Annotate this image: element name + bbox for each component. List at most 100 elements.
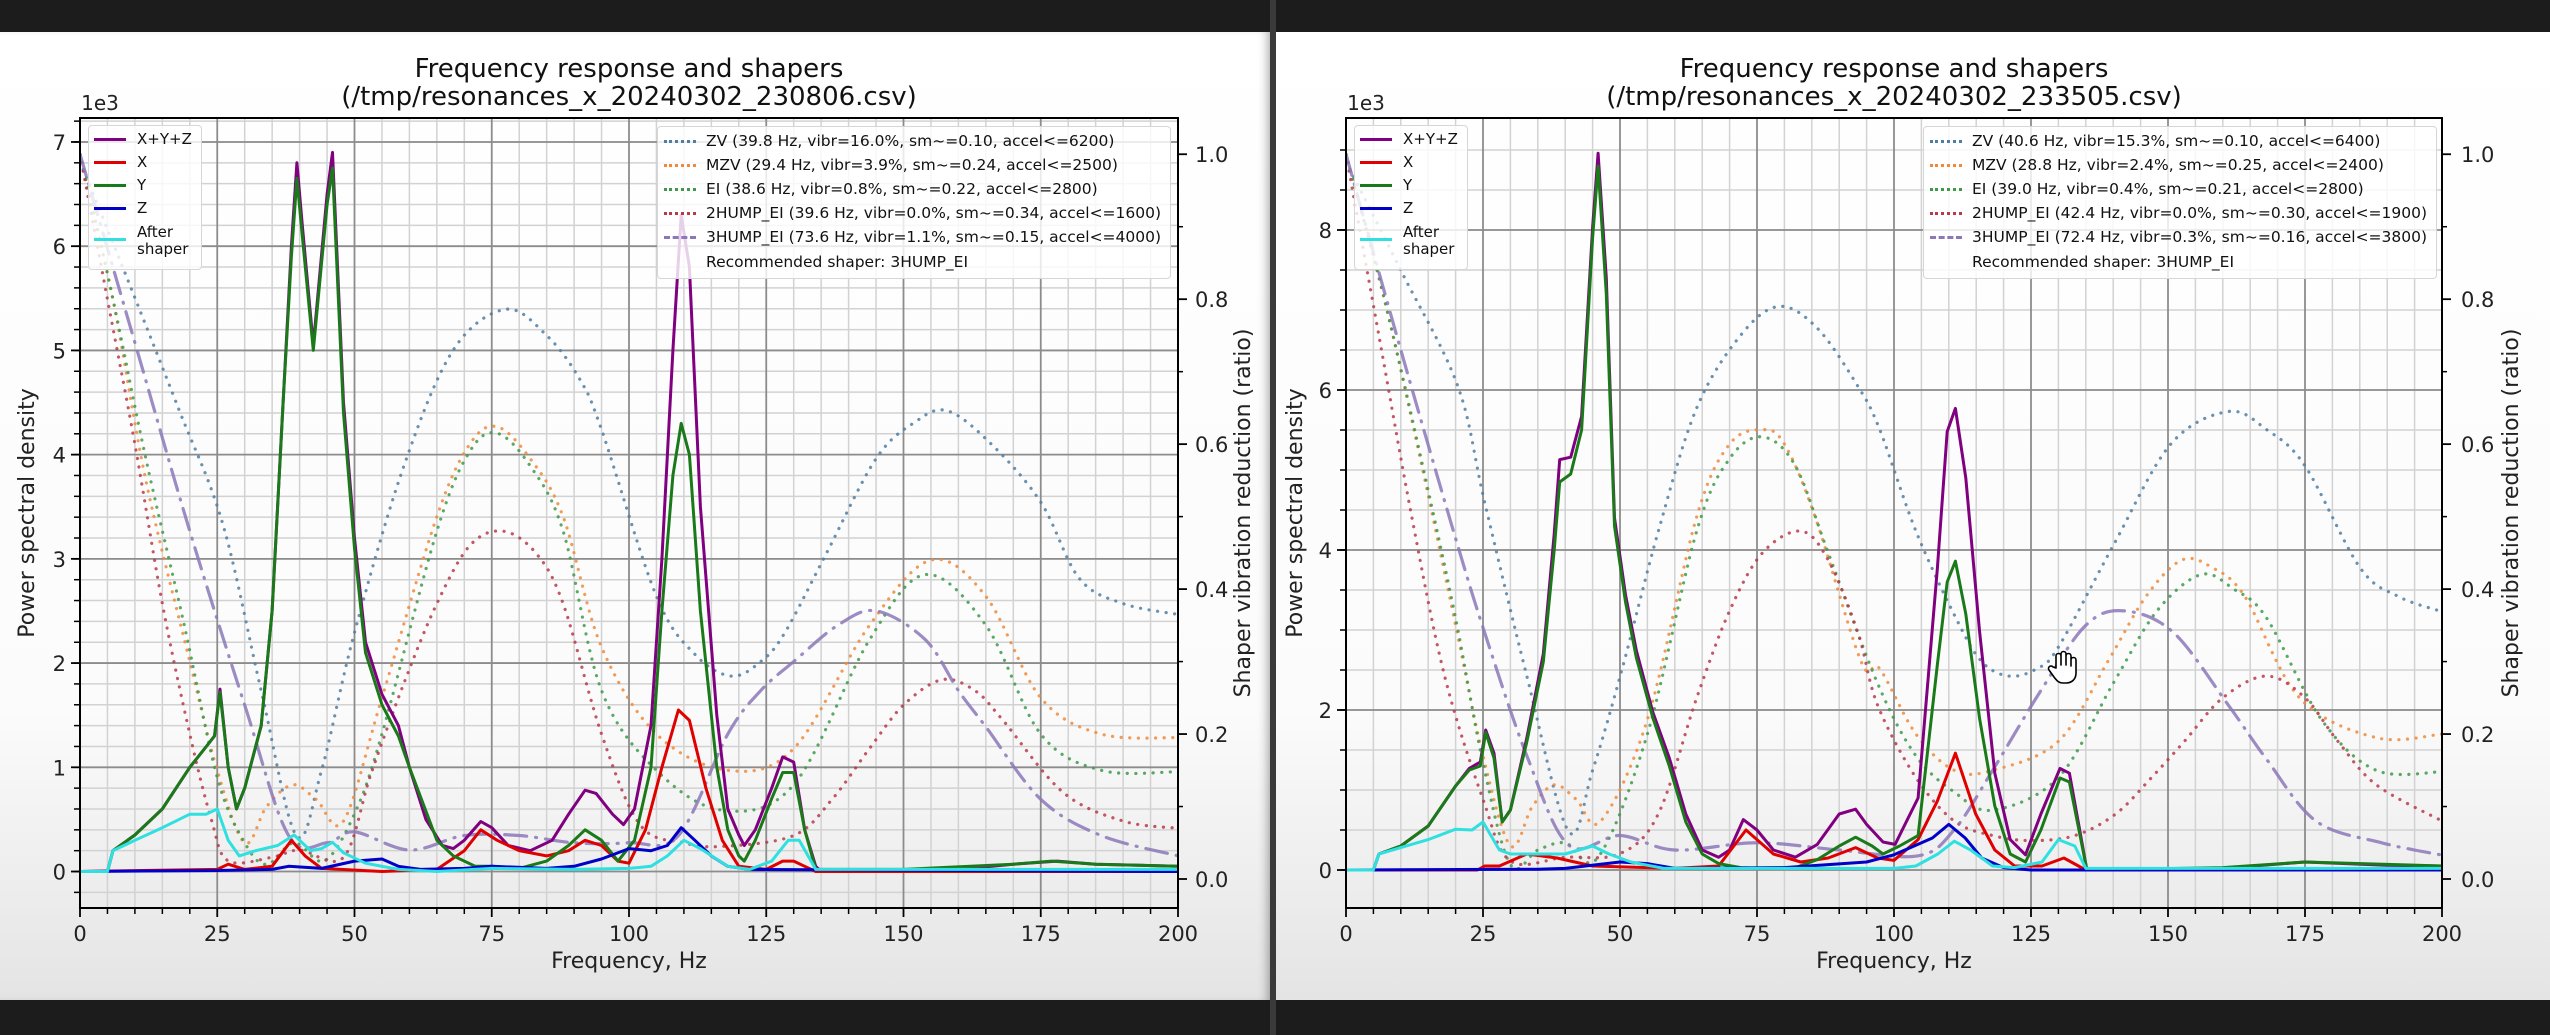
- legend-label: Y: [137, 176, 147, 194]
- x-tick-label: 0: [73, 922, 86, 946]
- y-tick-label: 2: [53, 652, 66, 676]
- y-tick-label: 3: [53, 548, 66, 572]
- legend-line-zv: [1930, 139, 1962, 143]
- y-tick-label: 0: [53, 861, 66, 885]
- legend-label: 3HUMP_EI (73.6 Hz, vibr=1.1%, sm~=0.15, …: [706, 228, 1162, 246]
- legend-label: After shaper: [1403, 223, 1455, 258]
- x-tick-label: 200: [1158, 922, 1198, 946]
- shaper-curve-2hump-ei: [1346, 152, 2442, 867]
- legend-line-2hump-ei: [664, 211, 696, 215]
- y2-tick-label: 0.6: [1195, 433, 1228, 457]
- y-tick-label: 6: [1319, 379, 1332, 403]
- legend-line-ei: [664, 187, 696, 191]
- legend-line-3hump-ei: [664, 235, 696, 239]
- shaper-curve-ei: [1346, 152, 2442, 871]
- x-tick-label: 150: [883, 922, 923, 946]
- legend-label: Z: [1403, 199, 1414, 217]
- legend-line-z: [94, 206, 126, 210]
- legend-label: After shaper: [137, 223, 189, 258]
- legend-line-x: [94, 160, 126, 164]
- x-tick-label: 150: [2148, 922, 2188, 946]
- legend-label: EI (38.6 Hz, vibr=0.8%, sm~=0.22, accel<…: [706, 180, 1098, 198]
- legend-line-xyz: [94, 137, 126, 141]
- y2-tick-label: 1.0: [2461, 143, 2494, 167]
- legend-label: 2HUMP_EI (42.4 Hz, vibr=0.0%, sm~=0.30, …: [1972, 204, 2428, 222]
- legend-line-z: [1360, 206, 1392, 210]
- legend-label: MZV (28.8 Hz, vibr=2.4%, sm~=0.25, accel…: [1972, 156, 2384, 174]
- legend-label: MZV (29.4 Hz, vibr=3.9%, sm~=0.24, accel…: [706, 156, 1118, 174]
- x-tick-label: 200: [2422, 922, 2462, 946]
- x-tick-label: 100: [1874, 922, 1914, 946]
- y2-tick-label: 0.0: [1195, 868, 1228, 892]
- y2-tick-label: 0.8: [2461, 288, 2494, 312]
- psd-line-after-shaper: [80, 807, 1178, 873]
- y2-axis-label: Shaper vibration reduction (ratio): [1231, 329, 1256, 698]
- y2-axis-label: Shaper vibration reduction (ratio): [2499, 329, 2524, 698]
- recommended-shaper: Recommended shaper: 3HUMP_EI: [1972, 253, 2235, 271]
- y-axis-label: Power spectral density: [1283, 388, 1308, 638]
- psd-line-after-shaper: [1346, 820, 2442, 872]
- plot-area: [80, 150, 1178, 873]
- recommended-shaper: Recommended shaper: 3HUMP_EI: [706, 253, 969, 271]
- legend-label: 3HUMP_EI (72.4 Hz, vibr=0.3%, sm~=0.16, …: [1972, 228, 2428, 246]
- psd-legend-left: X+Y+Z X Y Z After shaper: [88, 125, 202, 270]
- legend-label: X: [137, 153, 148, 171]
- legend-label: Z: [137, 199, 148, 217]
- y-tick-label: 6: [53, 235, 66, 259]
- x-axis-label: Frequency, Hz: [551, 949, 707, 974]
- x-tick-label: 75: [478, 922, 505, 946]
- psd-legend-right: X+Y+Z X Y Z After shaper: [1354, 125, 1468, 270]
- legend-line-x: [1360, 160, 1392, 164]
- legend-label: X+Y+Z: [1403, 130, 1458, 148]
- shaper-legend-right: ZV (40.6 Hz, vibr=15.3%, sm~=0.10, accel…: [1923, 126, 2437, 279]
- y-axis-label: Power spectral density: [15, 388, 40, 638]
- y-offset-label: 1e3: [1347, 91, 1385, 115]
- y-tick-label: 4: [53, 444, 66, 468]
- x-tick-label: 175: [2285, 922, 2325, 946]
- legend-label: ZV (39.8 Hz, vibr=16.0%, sm~=0.10, accel…: [706, 132, 1115, 150]
- x-tick-label: 25: [204, 922, 231, 946]
- legend-line-y: [94, 183, 126, 187]
- y2-tick-label: 0.8: [1195, 288, 1228, 312]
- y2-tick-label: 0.4: [2461, 578, 2494, 602]
- x-tick-label: 50: [341, 922, 368, 946]
- x-tick-label: 0: [1339, 922, 1352, 946]
- x-tick-label: 50: [1607, 922, 1634, 946]
- y2-tick-label: 0.0: [2461, 868, 2494, 892]
- legend-label: 2HUMP_EI (39.6 Hz, vibr=0.0%, sm~=0.34, …: [706, 204, 1162, 222]
- chart-subtitle: (/tmp/resonances_x_20240302_230806.csv): [341, 82, 917, 112]
- axes-frame: [1345, 117, 2443, 909]
- x-tick-label: 125: [2011, 922, 2051, 946]
- shaper-curve-ei: [80, 152, 1178, 867]
- y-tick-label: 7: [53, 131, 66, 155]
- legend-line-xyz: [1360, 137, 1392, 141]
- chart-0: 0 25 50 75 100 125 150 175 200 0 1 2 3 4 5 6 7 0.0 0.2 0.4 0…: [15, 54, 1256, 974]
- legend-line-ei: [1930, 187, 1962, 191]
- x-tick-label: 125: [746, 922, 786, 946]
- legend-line-y: [1360, 183, 1392, 187]
- y-tick-label: 5: [53, 339, 66, 363]
- legend-label: Y: [1403, 176, 1413, 194]
- window-divider: [1270, 0, 1276, 1035]
- x-tick-label: 75: [1744, 922, 1771, 946]
- legend-label: ZV (40.6 Hz, vibr=15.3%, sm~=0.10, accel…: [1972, 132, 2381, 150]
- psd-line-z: [1346, 822, 2442, 872]
- x-axis-label: Frequency, Hz: [1816, 949, 1972, 974]
- y2-tick-label: 0.2: [2461, 723, 2494, 747]
- legend-label: X+Y+Z: [137, 130, 192, 148]
- shaper-curve-zv: [1346, 159, 2441, 836]
- shaper-curve-zv: [80, 159, 1178, 840]
- legend-label: X: [1403, 153, 1414, 171]
- x-tick-label: 100: [609, 922, 649, 946]
- chart-title: Frequency response and shapers: [415, 54, 844, 84]
- y2-tick-label: 0.4: [1195, 578, 1228, 602]
- legend-line-2hump-ei: [1930, 211, 1962, 215]
- legend-line-after-shaper: [94, 238, 126, 241]
- x-tick-label: 25: [1470, 922, 1497, 946]
- plot-area: [1346, 151, 2442, 872]
- legend-line-3hump-ei: [1930, 235, 1962, 239]
- x-tick-label: 175: [1021, 922, 1061, 946]
- y-tick-label: 0: [1319, 859, 1332, 883]
- axes-frame: [79, 117, 1179, 909]
